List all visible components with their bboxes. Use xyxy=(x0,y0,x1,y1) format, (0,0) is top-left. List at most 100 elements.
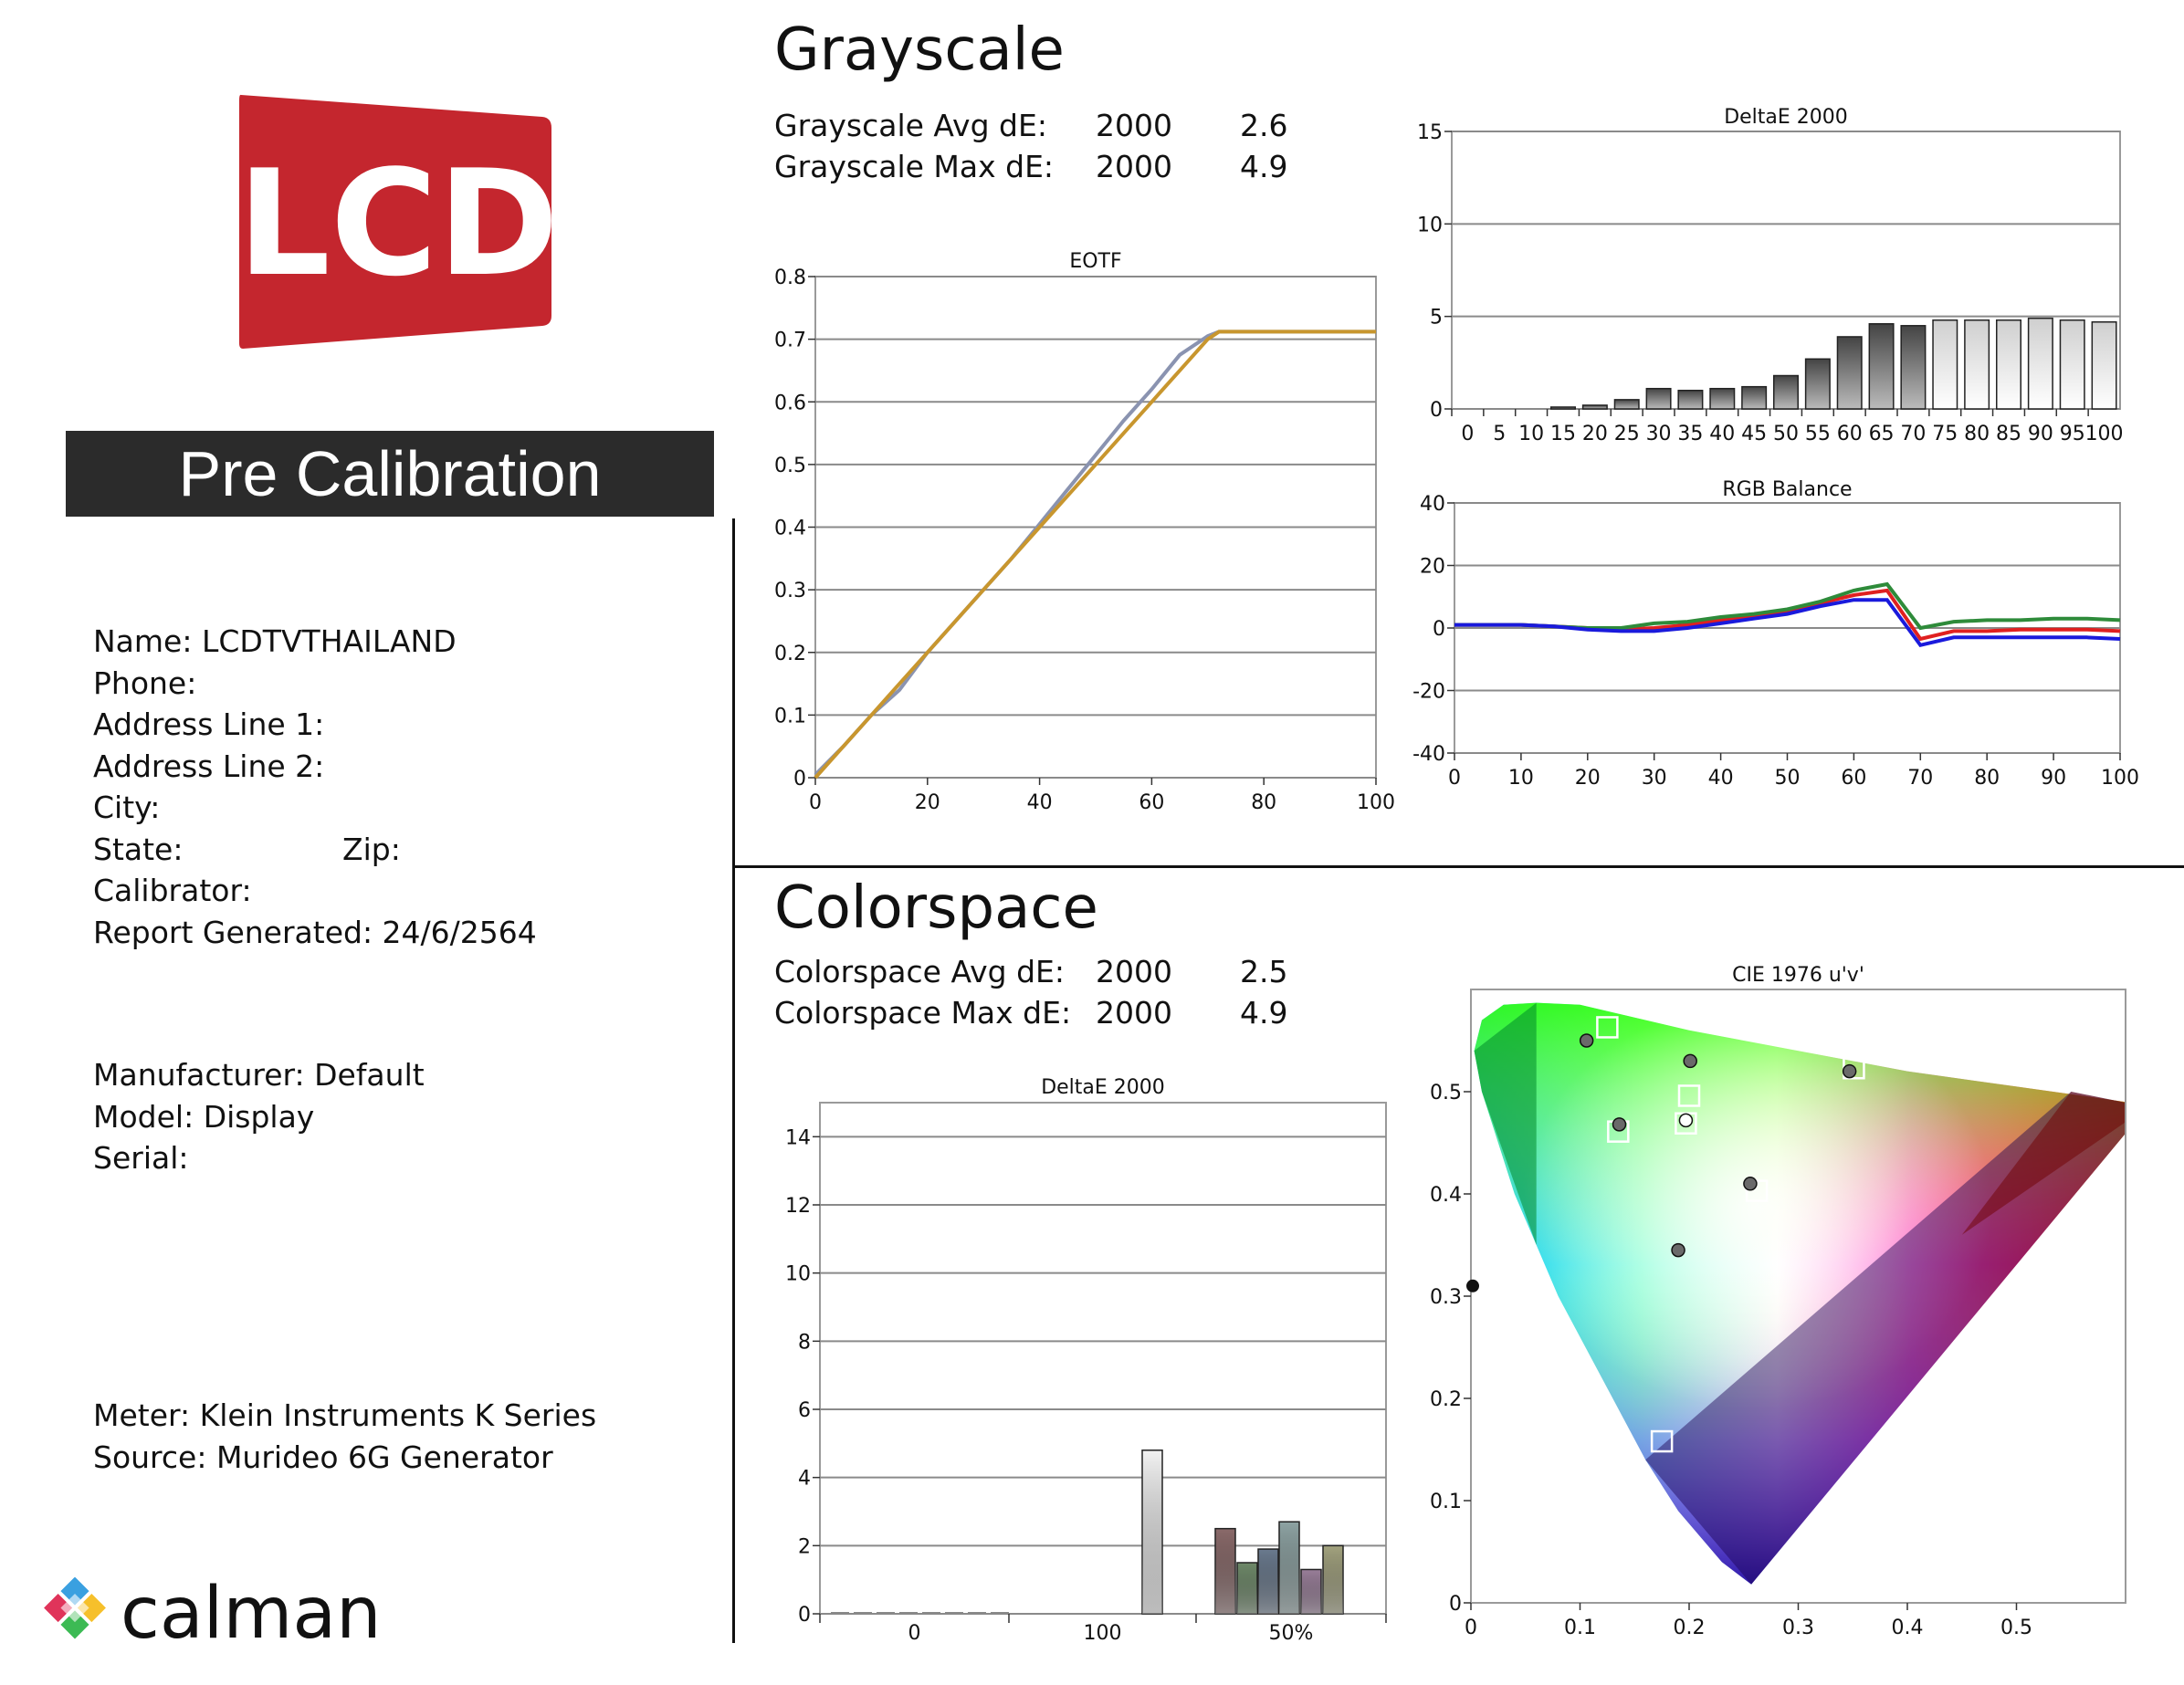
gs-de-bar xyxy=(1741,385,1768,410)
address2-field: Address Line 2: xyxy=(93,748,325,784)
rgb-xtick-label: 80 xyxy=(1974,767,2000,790)
city-field: City: xyxy=(93,790,161,825)
vertical-divider xyxy=(732,518,735,1643)
gs-de-xtick-label: 80 xyxy=(1964,423,1990,445)
cie-xtick-label: 0 xyxy=(1465,1617,1477,1639)
lcd-logo: LCD xyxy=(237,94,555,349)
source-field: Source: Murideo 6G Generator xyxy=(93,1439,553,1475)
eotf-series-line-1 xyxy=(814,330,1376,780)
cie-measured-point xyxy=(1842,1063,1857,1079)
cie-xtick-label: 0.1 xyxy=(1564,1617,1596,1639)
grayscale-title: Grayscale xyxy=(774,16,1065,84)
eotf-xtick-label: 0 xyxy=(809,791,822,814)
gs-de-bar xyxy=(2059,319,2085,410)
cie-title: CIE 1976 u'v' xyxy=(1732,964,1864,987)
cs_de-ytick-label: 12 xyxy=(785,1195,811,1218)
cie-edge-point xyxy=(1466,1279,1479,1293)
cie-target-square xyxy=(1677,1084,1701,1107)
gs-de-xtick-label: 90 xyxy=(2028,423,2053,445)
pre-calibration-badge: Pre Calibration xyxy=(66,431,714,517)
cs_de-ytick-label: 4 xyxy=(798,1468,811,1491)
calman-logo: calman xyxy=(44,1577,382,1654)
horizontal-divider xyxy=(732,865,2184,868)
address1-field: Address Line 1: xyxy=(93,706,325,742)
cie-green-band xyxy=(1474,1002,1537,1245)
name-field: Name: LCDTVTHAILAND xyxy=(93,623,457,659)
cs_de-ytick-label: 6 xyxy=(798,1399,811,1422)
cie-diagram-group xyxy=(1474,1002,2126,1585)
gs-de-bar xyxy=(1868,323,1895,410)
cie-xtick-label: 0.2 xyxy=(1674,1617,1706,1639)
gs-de-xtick-label: 70 xyxy=(1900,423,1926,445)
gs_de-ytick-label: 0 xyxy=(1430,399,1443,422)
rgb-xtick-label: 10 xyxy=(1508,767,1534,790)
eotf-xtick-label: 80 xyxy=(1251,791,1276,814)
eotf-xtick-label: 60 xyxy=(1139,791,1164,814)
report-date-field: Report Generated: 24/6/2564 xyxy=(93,914,537,950)
gs-de-xtick-label: 50 xyxy=(1773,423,1799,445)
cs_de-ytick-label: 14 xyxy=(785,1126,811,1149)
rgb-xtick-label: 60 xyxy=(1841,767,1866,790)
cie-ytick-label: 0 xyxy=(1449,1593,1462,1616)
cie-measured-point xyxy=(1683,1053,1697,1069)
gs-de-xtick-label: 30 xyxy=(1646,423,1672,445)
gs-de-bar xyxy=(1581,404,1608,410)
cs-de-bar-shade xyxy=(1258,1549,1278,1614)
cs-de-bar-shade xyxy=(1279,1522,1299,1614)
cie-ytick-label: 0.1 xyxy=(1430,1491,1462,1513)
gs-de-bar xyxy=(1709,387,1736,410)
rgb-ytick-label: 0 xyxy=(1433,618,1445,641)
gs-de-xtick-label: 40 xyxy=(1709,423,1735,445)
rgb-xtick-label: 20 xyxy=(1575,767,1601,790)
rgb-ytick-label: 20 xyxy=(1420,556,1445,579)
gs_de-title: DeltaE 2000 xyxy=(1724,106,1848,129)
rgb-title: RGB Balance xyxy=(1722,478,1852,501)
rgb-xtick-label: 70 xyxy=(1907,767,1933,790)
model-field: Model: Display xyxy=(93,1098,315,1135)
cie-xtick-label: 0.3 xyxy=(1782,1617,1814,1639)
gs-de-bar xyxy=(1836,336,1863,410)
eotf-ytick-label: 0.7 xyxy=(774,330,806,352)
manufacturer-field: Manufacturer: Default xyxy=(93,1057,425,1093)
eotf-xtick-label: 20 xyxy=(915,791,940,814)
device-info: Manufacturer: Default Model: Display Ser… xyxy=(93,1054,425,1179)
eotf-ytick-label: 0.5 xyxy=(774,455,806,477)
serial-field: Serial: xyxy=(93,1140,189,1176)
cie-measured-point xyxy=(1579,1033,1594,1048)
gs-de-xtick-label: 85 xyxy=(1996,423,2021,445)
gs-de-xtick-label: 100 xyxy=(2085,423,2124,445)
cs-de-group-label: 0 xyxy=(908,1622,921,1645)
rgb-ytick-label: -40 xyxy=(1412,743,1445,766)
cie-target-square xyxy=(1596,1016,1619,1039)
gs-de-xtick-label: 55 xyxy=(1805,423,1831,445)
svg-text:calman: calman xyxy=(121,1577,382,1654)
cs-de-bar-shade xyxy=(1237,1563,1257,1614)
cie-measured-point xyxy=(1743,1177,1758,1191)
phone-field: Phone: xyxy=(93,665,197,701)
cie-red-band xyxy=(1961,1092,2126,1235)
cie-ytick-label: 0.4 xyxy=(1430,1184,1462,1207)
cie-xtick-label: 0.4 xyxy=(1892,1617,1924,1639)
cie-ytick-label: 0.5 xyxy=(1430,1082,1462,1104)
eotf-ytick-label: 0.1 xyxy=(774,705,806,727)
rgb-ytick-label: 40 xyxy=(1420,493,1445,516)
gs-de-bar xyxy=(1677,389,1704,410)
gs-de-xtick-label: 95 xyxy=(2060,423,2085,445)
gs_de-ytick-label: 15 xyxy=(1417,121,1443,144)
eotf-ytick-label: 0.8 xyxy=(774,267,806,289)
equipment-info: Meter: Klein Instruments K Series Source… xyxy=(93,1395,596,1478)
cie-ytick-label: 0.3 xyxy=(1430,1286,1462,1309)
gs-de-xtick-label: 10 xyxy=(1518,423,1544,445)
rgb-xtick-label: 30 xyxy=(1642,767,1667,790)
cie-xtick-label: 0.5 xyxy=(2000,1617,2032,1639)
gs-de-xtick-label: 15 xyxy=(1550,423,1576,445)
cs-de-bar-shade xyxy=(1323,1545,1343,1614)
gs-de-xtick-label: 20 xyxy=(1582,423,1608,445)
cs_de-ytick-label: 2 xyxy=(798,1535,811,1558)
calibrator-field: Calibrator: xyxy=(93,873,252,908)
eotf-xtick-label: 40 xyxy=(1027,791,1053,814)
colorspace-title: Colorspace xyxy=(774,874,1098,942)
gs-de-xtick-label: 0 xyxy=(1461,423,1474,445)
eotf-ytick-label: 0.6 xyxy=(774,392,806,414)
